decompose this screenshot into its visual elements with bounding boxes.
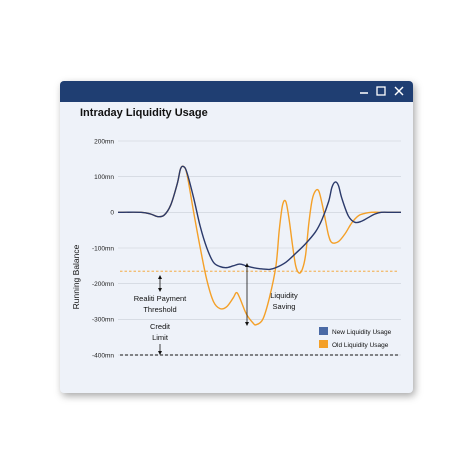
legend-swatch-new xyxy=(319,327,328,335)
chart-title: Intraday Liquidity Usage xyxy=(80,107,208,119)
legend-swatch-old xyxy=(319,340,328,348)
y-tick-label: 200mn xyxy=(94,138,114,145)
y-tick-label: 100mn xyxy=(94,174,114,181)
credit-limit-annotation-line1: Credit xyxy=(150,322,171,331)
credit-limit-annotation: Credit Limit xyxy=(150,322,171,355)
threshold-annotation-line1: Realiti Payment xyxy=(134,294,187,303)
legend-item-old: Old Liquidity Usage xyxy=(319,340,389,349)
threshold-annotation-line2: Threshold xyxy=(143,305,176,314)
y-axis-label: Running Balance xyxy=(71,244,81,309)
y-tick-label: 0 xyxy=(110,210,114,217)
maximize-icon[interactable] xyxy=(373,83,389,99)
legend-label-new: New Liquidity Usage xyxy=(332,329,392,336)
threshold-annotation: Realiti Payment Threshold xyxy=(134,275,187,314)
liquidity-saving-annotation-line2: Saving xyxy=(273,302,296,311)
legend-item-new: New Liquidity Usage xyxy=(319,327,392,336)
liquidity-saving-annotation-line1: Liquidity xyxy=(270,291,298,300)
window-titlebar xyxy=(60,81,413,102)
y-tick-label: -100mn xyxy=(92,245,114,252)
chart-window: Intraday Liquidity Usage 200mn 100mn 0 -100… xyxy=(60,81,413,393)
minimize-icon[interactable] xyxy=(356,83,372,99)
line-chart: 200mn 100mn 0 -100mn -200mn -300mn -400mn Runn… xyxy=(71,138,401,359)
series-line-new-liquidity-usage xyxy=(117,165,401,271)
y-tick-label: -200mn xyxy=(92,281,114,288)
liquidity-saving-annotation: Liquidity Saving xyxy=(245,263,298,326)
legend-label-old: Old Liquidity Usage xyxy=(332,342,389,349)
y-tick-label: -300mn xyxy=(92,317,114,324)
legend: New Liquidity Usage Old Liquidity Usage xyxy=(319,327,392,349)
close-icon[interactable] xyxy=(391,83,407,99)
credit-limit-annotation-line2: Limit xyxy=(152,333,169,342)
y-tick-label: -400mn xyxy=(92,352,114,359)
